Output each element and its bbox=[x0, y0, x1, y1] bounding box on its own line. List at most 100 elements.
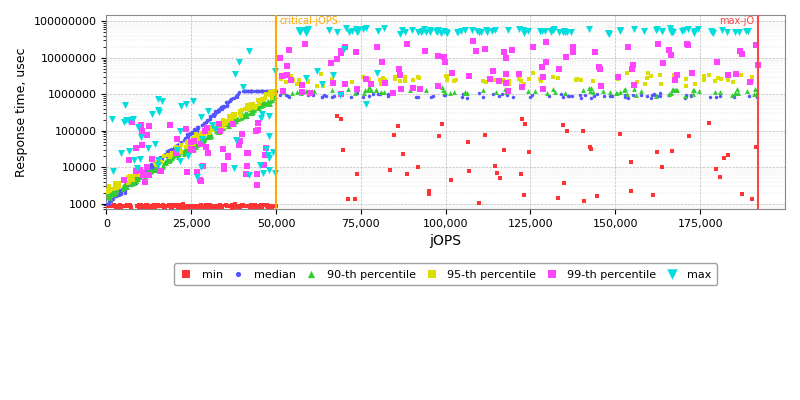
90-th percentile bbox=[180, 148, 193, 154]
90-th percentile bbox=[342, 86, 354, 92]
median bbox=[562, 93, 574, 99]
95-th percentile bbox=[136, 170, 149, 176]
min bbox=[170, 202, 183, 208]
99-th percentile bbox=[213, 121, 226, 127]
95-th percentile bbox=[111, 180, 124, 187]
95-th percentile bbox=[179, 144, 192, 150]
99-th percentile bbox=[686, 70, 698, 76]
90-th percentile bbox=[170, 150, 183, 156]
min bbox=[261, 203, 274, 209]
95-th percentile bbox=[217, 123, 230, 130]
95-th percentile bbox=[256, 97, 269, 103]
min bbox=[650, 149, 663, 155]
95-th percentile bbox=[110, 182, 123, 188]
max bbox=[256, 110, 269, 117]
median bbox=[662, 92, 675, 98]
median bbox=[382, 91, 395, 97]
90-th percentile bbox=[749, 86, 762, 92]
median bbox=[269, 88, 282, 94]
90-th percentile bbox=[129, 176, 142, 182]
95-th percentile bbox=[228, 113, 241, 120]
median bbox=[211, 108, 224, 115]
90-th percentile bbox=[190, 140, 202, 146]
99-th percentile bbox=[141, 132, 154, 138]
90-th percentile bbox=[228, 119, 241, 125]
max bbox=[418, 26, 431, 32]
95-th percentile bbox=[587, 78, 600, 84]
95-th percentile bbox=[154, 158, 167, 165]
95-th percentile bbox=[175, 149, 188, 156]
median bbox=[164, 148, 177, 154]
median bbox=[113, 188, 126, 194]
90-th percentile bbox=[264, 100, 277, 107]
median bbox=[269, 88, 282, 94]
median bbox=[169, 146, 182, 152]
min bbox=[195, 203, 208, 210]
median bbox=[425, 94, 438, 100]
90-th percentile bbox=[106, 188, 119, 194]
max bbox=[194, 114, 207, 120]
min bbox=[242, 203, 254, 210]
99-th percentile bbox=[734, 48, 746, 54]
min bbox=[233, 202, 246, 209]
99-th percentile bbox=[657, 60, 670, 66]
median bbox=[205, 113, 218, 119]
median bbox=[146, 163, 159, 169]
99-th percentile bbox=[589, 49, 602, 55]
max bbox=[470, 28, 483, 34]
95-th percentile bbox=[194, 133, 207, 140]
95-th percentile bbox=[552, 75, 565, 82]
min bbox=[238, 203, 251, 210]
min bbox=[348, 196, 361, 202]
99-th percentile bbox=[664, 52, 677, 58]
median bbox=[265, 88, 278, 94]
99-th percentile bbox=[234, 138, 246, 144]
max bbox=[480, 29, 493, 36]
median bbox=[214, 106, 226, 112]
90-th percentile bbox=[173, 148, 186, 154]
99-th percentile bbox=[392, 66, 405, 72]
95-th percentile bbox=[223, 116, 236, 122]
min bbox=[199, 203, 212, 209]
median bbox=[106, 195, 119, 202]
max bbox=[396, 27, 409, 33]
95-th percentile bbox=[214, 124, 227, 130]
90-th percentile bbox=[198, 134, 211, 141]
90-th percentile bbox=[498, 86, 511, 93]
95-th percentile bbox=[346, 79, 358, 86]
99-th percentile bbox=[259, 145, 272, 152]
min bbox=[246, 202, 259, 209]
median bbox=[153, 158, 166, 164]
min bbox=[186, 204, 199, 210]
95-th percentile bbox=[165, 150, 178, 156]
95-th percentile bbox=[126, 176, 139, 183]
median bbox=[149, 159, 162, 165]
median bbox=[218, 102, 230, 109]
median bbox=[634, 92, 647, 98]
99-th percentile bbox=[326, 80, 339, 86]
95-th percentile bbox=[207, 125, 220, 132]
90-th percentile bbox=[191, 140, 204, 146]
min bbox=[216, 203, 229, 210]
max bbox=[299, 30, 312, 36]
median bbox=[641, 93, 654, 99]
max bbox=[346, 27, 358, 34]
median bbox=[374, 91, 386, 97]
90-th percentile bbox=[596, 88, 609, 94]
99-th percentile bbox=[375, 59, 388, 66]
median bbox=[116, 186, 129, 193]
min bbox=[208, 203, 221, 210]
95-th percentile bbox=[258, 95, 271, 101]
95-th percentile bbox=[265, 89, 278, 96]
min bbox=[254, 202, 267, 208]
max bbox=[627, 26, 640, 33]
95-th percentile bbox=[199, 127, 212, 133]
95-th percentile bbox=[170, 144, 183, 151]
median bbox=[139, 168, 152, 174]
min bbox=[121, 203, 134, 210]
max bbox=[707, 30, 720, 36]
90-th percentile bbox=[244, 105, 257, 112]
99-th percentile bbox=[751, 62, 764, 68]
max bbox=[152, 157, 165, 164]
95-th percentile bbox=[263, 89, 276, 95]
